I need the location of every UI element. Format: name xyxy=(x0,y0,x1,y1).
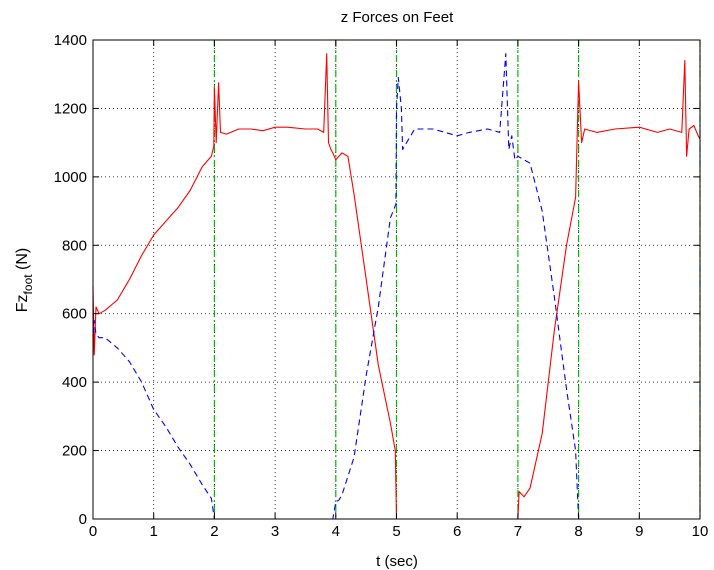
x-tick-label: 2 xyxy=(210,523,218,540)
axis-ticks: 0 1 2 3 4 5 6 7 8 9 10 0 200 400 600 800 1000 1200 1400 xyxy=(54,32,709,540)
y-tick-label: 600 xyxy=(62,306,87,323)
x-tick-label: 5 xyxy=(392,523,400,540)
dashed-series-line xyxy=(92,53,700,520)
x-tick-label: 9 xyxy=(635,523,643,540)
x-tick-label: 10 xyxy=(692,523,709,540)
chart-title: z Forces on Feet xyxy=(341,9,454,26)
y-axis-label: Fzfoot (N) xyxy=(14,248,35,312)
y-tick-label: 1000 xyxy=(54,169,87,186)
solid-series-line xyxy=(92,53,701,520)
x-tick-label: 8 xyxy=(574,523,582,540)
series-layer xyxy=(92,53,701,520)
y-axis-label-unit: (N) xyxy=(14,248,31,275)
y-tick-label: 1200 xyxy=(54,100,87,117)
x-tick-label: 7 xyxy=(514,523,522,540)
y-tick-label: 400 xyxy=(62,374,87,391)
y-axis-label-main: Fz xyxy=(14,294,31,312)
x-tick-label: 0 xyxy=(89,523,97,540)
x-tick-label: 4 xyxy=(332,523,340,540)
y-tick-label: 800 xyxy=(62,237,87,254)
x-tick-label: 3 xyxy=(271,523,279,540)
x-tick-label: 1 xyxy=(150,523,158,540)
y-tick-label: 0 xyxy=(79,511,87,528)
y-tick-label: 200 xyxy=(62,443,87,460)
x-axis-label: t (sec) xyxy=(376,553,418,570)
y-tick-label: 1400 xyxy=(54,32,87,49)
x-tick-label: 6 xyxy=(453,523,461,540)
y-axis-label-subscript: foot xyxy=(21,274,35,295)
